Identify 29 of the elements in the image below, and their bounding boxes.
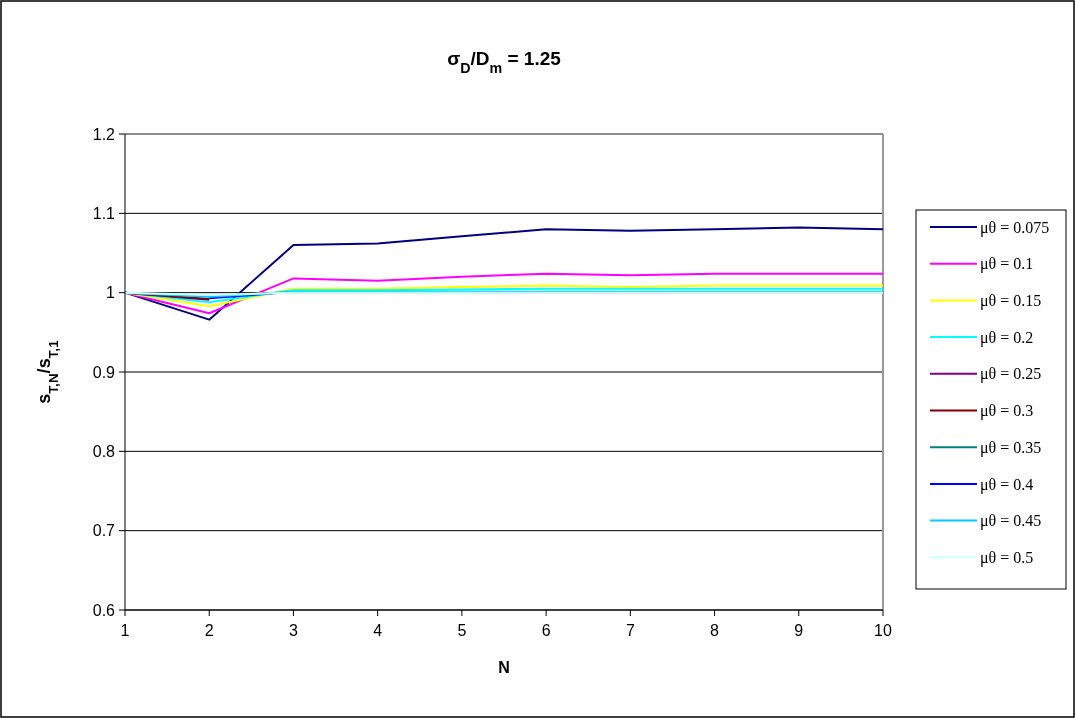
legend-label: μθ = 0.15	[980, 292, 1042, 310]
x-tick-label: 1	[120, 622, 130, 639]
chart-title: σ$_{D}$/D$_{m}$ = 1.25	[447, 48, 562, 76]
y-tick-label: 0.6	[92, 601, 116, 619]
legend-label: μθ = 0.35	[980, 438, 1042, 457]
x-tick-label: 4	[373, 622, 383, 639]
x-tick-label: 7	[625, 622, 635, 639]
legend-label: μθ = 0.2	[980, 328, 1034, 347]
legend-label: μθ = 0.45	[980, 512, 1042, 531]
y-tick-label: 1	[106, 284, 116, 302]
legend-label: μθ = 0.5	[980, 548, 1034, 567]
legend-label: μθ = 0.1	[980, 255, 1034, 274]
x-axis-title: N	[498, 659, 510, 676]
legend-label: μθ = 0.4	[980, 475, 1034, 494]
x-tick-label: 10	[874, 622, 892, 639]
y-tick-label: 0.8	[92, 442, 116, 460]
x-tick-label: 3	[288, 622, 298, 639]
x-tick-label: 2	[204, 622, 214, 639]
y-tick-label: 0.9	[92, 363, 116, 381]
y-tick-label: 1.1	[92, 204, 116, 222]
legend-label: μθ = 0.075	[980, 218, 1050, 237]
y-tick-label: 1.2	[92, 125, 116, 143]
x-tick-label: 5	[457, 622, 467, 639]
x-tick-label: 9	[794, 622, 804, 639]
x-tick-label: 6	[541, 622, 551, 639]
x-tick-label: 8	[710, 622, 720, 639]
legend-label: μθ = 0.3	[980, 402, 1034, 421]
legend-label: μθ = 0.25	[980, 365, 1042, 384]
y-tick-label: 0.7	[92, 522, 116, 540]
